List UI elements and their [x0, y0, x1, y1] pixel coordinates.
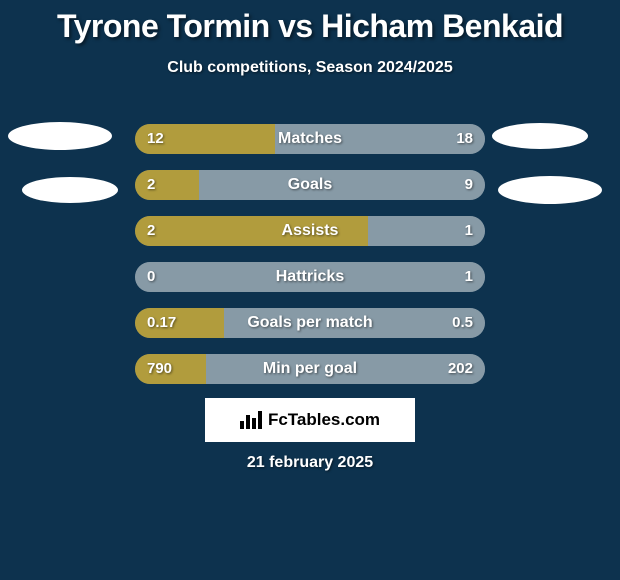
bar-label: Goals: [135, 170, 485, 200]
stat-bar: 1218Matches: [135, 124, 485, 154]
footer-date: 21 february 2025: [0, 454, 620, 472]
page-title: Tyrone Tormin vs Hicham Benkaid: [0, 0, 620, 45]
stat-bar: 01Hattricks: [135, 262, 485, 292]
stat-bar: 29Goals: [135, 170, 485, 200]
decorative-ellipse: [22, 177, 118, 203]
decorative-ellipse: [498, 176, 602, 204]
badge-text: FcTables.com: [268, 410, 380, 430]
stat-bar: 21Assists: [135, 216, 485, 246]
bar-label: Min per goal: [135, 354, 485, 384]
decorative-ellipse: [8, 122, 112, 150]
bar-label: Goals per match: [135, 308, 485, 338]
bar-label: Matches: [135, 124, 485, 154]
site-badge: FcTables.com: [205, 398, 415, 442]
stat-bar: 790202Min per goal: [135, 354, 485, 384]
bar-label: Hattricks: [135, 262, 485, 292]
subtitle: Club competitions, Season 2024/2025: [0, 59, 620, 77]
bar-label: Assists: [135, 216, 485, 246]
stat-bar: 0.170.5Goals per match: [135, 308, 485, 338]
decorative-ellipse: [492, 123, 588, 149]
bars-area: 1218Matches 29Goals 21Assists 01Hattricks 0.…: [135, 124, 485, 400]
comparison-infographic: Tyrone Tormin vs Hicham Benkaid Club com…: [0, 0, 620, 580]
chart-icon: [240, 411, 262, 429]
